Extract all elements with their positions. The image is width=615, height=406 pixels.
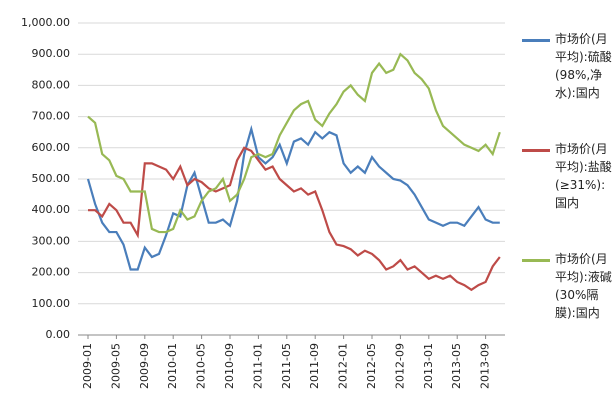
legend-label: 市场价(月平均):盐酸(≥31%):国内	[555, 142, 612, 210]
y-tick-label: 100.00	[32, 297, 71, 310]
x-tick-label: 2011-01	[251, 343, 264, 389]
x-tick-label: 2013-05	[450, 343, 463, 389]
y-tick-label: 400.00	[32, 203, 71, 216]
legend-swatch	[522, 259, 550, 262]
x-tick-label: 2012-05	[365, 343, 378, 389]
y-tick-label: 800.00	[32, 78, 71, 91]
legend-swatch	[522, 149, 550, 152]
x-tick-label: 2013-09	[479, 343, 492, 389]
x-tick-label: 2010-01	[166, 343, 179, 389]
legend-label: 市场价(月平均):硫酸(98%,净水):国内	[555, 32, 612, 100]
legend-swatch	[522, 39, 550, 42]
y-tick-label: 0.00	[46, 328, 71, 341]
y-tick-label: 1,000.00	[21, 16, 70, 29]
x-tick-label: 2012-09	[393, 343, 406, 389]
y-tick-label: 300.00	[32, 234, 71, 247]
x-tick-label: 2013-01	[422, 343, 435, 389]
y-tick-label: 200.00	[32, 266, 71, 279]
x-tick-label: 2011-05	[280, 343, 293, 389]
x-tick-label: 2012-01	[337, 343, 350, 389]
x-tick-label: 2009-01	[81, 343, 94, 389]
series-line	[86, 124, 500, 271]
y-tick-label: 500.00	[32, 172, 71, 185]
series-line	[88, 146, 501, 292]
legend-label: 市场价(月平均):液碱(30%隔膜):国内	[555, 252, 612, 320]
y-tick-label: 600.00	[32, 141, 71, 154]
y-tick-label: 700.00	[32, 110, 71, 123]
x-tick-label: 2011-09	[308, 343, 321, 389]
series-line	[87, 52, 501, 234]
x-tick-label: 2009-05	[109, 343, 122, 389]
x-tick-label: 2010-09	[223, 343, 236, 389]
x-tick-label: 2009-09	[138, 343, 151, 389]
y-tick-label: 900.00	[32, 47, 71, 60]
x-tick-label: 2010-05	[195, 343, 208, 389]
